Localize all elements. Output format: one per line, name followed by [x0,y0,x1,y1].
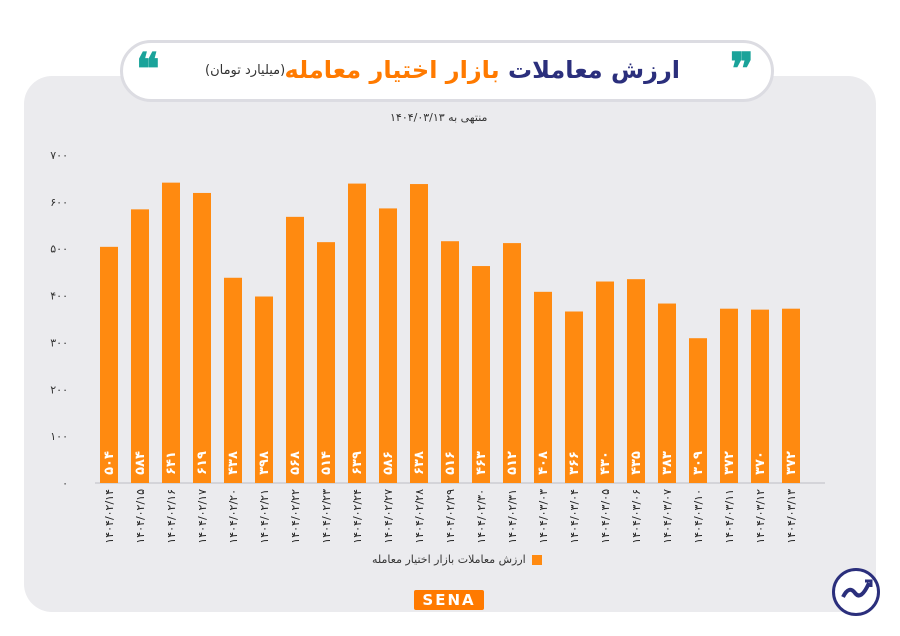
quote-icon-left: ❝ [136,44,160,95]
bar [782,308,800,483]
y-tick-label: ۰ [62,477,68,490]
bar [658,303,676,483]
bar-value-label: ۳۰۹ [691,451,706,475]
bar [348,183,366,483]
x-tick-label: ۱۴۰۴/۰۳/۱۳ [785,489,798,544]
bar [627,279,645,483]
x-tick-label: ۱۴۰۴/۰۳/۱۲ [754,489,767,544]
y-tick-label: ۷۰۰ [50,149,68,162]
x-tick-label: ۱۴۰۴/۰۳/۰۴ [568,489,581,544]
y-tick-label: ۲۰۰ [50,383,68,396]
bar-value-label: ۵۱۲ [505,451,520,475]
x-tick-label: ۱۴۰۴/۰۲/۳۰ [475,489,488,544]
x-tick-label: ۱۴۰۴/۰۳/۰۳ [537,489,550,544]
bar-value-label: ۵۸۴ [133,451,148,475]
bar-value-label: ۳۷۲ [784,451,799,475]
bar [441,241,459,483]
bar [255,296,273,483]
x-tick-label: ۱۴۰۴/۰۳/۱۱ [723,489,736,544]
x-tick-label: ۱۴۰۴/۰۳/۰۵ [599,489,612,544]
bar [565,311,583,483]
x-tick-label: ۱۴۰۴/۰۲/۲۷ [382,489,395,544]
x-tick-label: ۱۴۰۴/۰۲/۱۶ [165,489,178,544]
bar-value-label: ۵۶۸ [288,451,303,475]
bar [379,208,397,483]
bar [131,209,149,483]
y-tick-label: ۵۰۰ [50,243,68,256]
unit-label: (میلیارد تومان) [205,63,286,78]
bar-value-label: ۴۳۸ [226,451,241,475]
x-tick-label: ۱۴۰۴/۰۲/۲۸ [413,489,426,544]
y-tick-label: ۳۰۰ [50,336,68,349]
x-tick-label: ۱۴۰۴/۰۲/۲۹ [444,489,457,544]
x-tick-label: ۱۴۰۴/۰۳/۰۶ [630,489,643,544]
x-tick-label: ۱۴۰۴/۰۲/۱۷ [196,489,209,544]
bar-value-label: ۴۳۰ [598,451,613,475]
y-tick-label: ۴۰۰ [50,290,68,303]
bar-value-label: ۶۱۹ [195,451,210,475]
x-tick-label: ۱۴۰۴/۰۲/۳۱ [506,489,519,544]
sena-logo: SENA [414,590,484,610]
bar-value-label: ۵۰۴ [102,451,117,475]
bar-value-label: ۵۸۶ [381,451,396,475]
bar [286,216,304,483]
bar [100,246,118,483]
y-tick-label: ۶۰۰ [50,196,68,209]
title-part-2: بازار اختیار معامله [284,56,500,84]
x-tick-label: ۱۴۰۴/۰۲/۲۰ [227,489,240,544]
bar-value-label: ۶۳۸ [412,451,427,475]
bar [689,338,707,483]
legend-swatch [531,554,542,565]
x-tick-label: ۱۴۰۴/۰۲/۲۲ [289,489,302,544]
bar-value-label: ۵۱۶ [443,451,458,475]
bar-value-label: ۳۷۰ [753,451,768,475]
title-part-1: ارزش معاملات [508,56,680,84]
bar-value-label: ۵۱۴ [319,451,334,475]
bar-value-label: ۳۶۶ [567,451,582,475]
bar [720,308,738,483]
chart-title: ارزش معاملات بازار اختیار معامله [285,56,680,84]
title-banner [120,40,774,102]
bar [162,182,180,483]
bar-value-label: ۳۹۸ [257,451,272,475]
chart-legend: ارزش معاملات بازار اختیار معامله [372,553,542,566]
x-tick-label: ۱۴۰۴/۰۳/۱۰ [692,489,705,544]
x-tick-label: ۱۴۰۴/۰۲/۲۱ [258,489,271,544]
x-tick-label: ۱۴۰۴/۰۳/۰۷ [661,489,674,544]
bar-value-label: ۶۴۱ [164,451,179,475]
x-tick-label: ۱۴۰۴/۰۲/۱۵ [134,489,147,544]
brand-badge-icon [832,568,880,616]
x-tick-label: ۱۴۰۴/۰۲/۱۴ [103,489,116,544]
bar [751,309,769,483]
bar [193,192,211,483]
bar-value-label: ۳۷۲ [722,451,737,475]
bar [317,242,335,483]
x-tick-label: ۱۴۰۴/۰۲/۲۳ [320,489,333,544]
quote-icon-right: ❞ [730,44,754,95]
bar [472,266,490,483]
bar-value-label: ۶۳۹ [350,451,365,475]
bar [503,243,521,483]
bar-value-label: ۴۳۵ [629,451,644,475]
bar-value-label: ۳۸۳ [660,451,675,475]
bar [410,184,428,483]
x-tick-label: ۱۴۰۴/۰۲/۲۴ [351,489,364,544]
bar [534,291,552,483]
legend-label: ارزش معاملات بازار اختیار معامله [372,553,526,566]
bar-value-label: ۴۶۳ [474,451,489,475]
y-tick-label: ۱۰۰ [50,430,68,443]
chart-subtitle: منتهی به ۱۴۰۴/۰۳/۱۳ [390,111,488,124]
bar [224,277,242,483]
bar-value-label: ۴۰۸ [536,451,551,475]
bar [596,281,614,483]
